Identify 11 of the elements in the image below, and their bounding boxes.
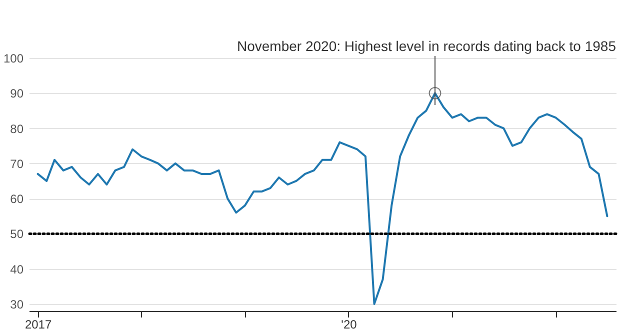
- annotation: November 2020: Highest level in records dating back to 1985: [237, 38, 616, 54]
- y-tick-label: 100: [3, 52, 24, 66]
- y-tick-label: 30: [10, 297, 24, 312]
- y-tick-label: 90: [10, 86, 24, 101]
- y-tick-label: 50: [10, 227, 24, 242]
- x-tick-label: 2017: [24, 318, 52, 332]
- x-tick-label: '20: [341, 318, 358, 332]
- y-tick-label: 70: [10, 156, 24, 171]
- y-tick-label: 60: [10, 192, 24, 206]
- y-tick-label: 80: [10, 122, 24, 136]
- y-tick-label: 40: [10, 262, 24, 276]
